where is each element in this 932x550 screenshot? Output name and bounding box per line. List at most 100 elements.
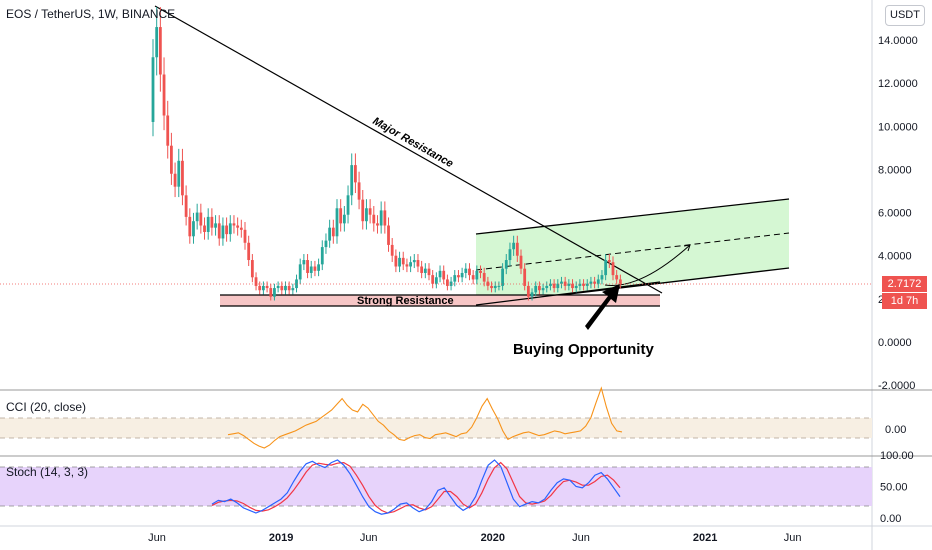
candle-body [221,225,225,239]
candle-body [339,208,343,224]
candle-body [298,264,302,280]
candle-body [515,242,519,256]
stoch-tick-label: 50.00 [880,482,908,494]
candle-body [324,240,328,248]
cci-legend[interactable]: CCI (20, close) [6,400,87,414]
candle-body [434,277,438,284]
support-trendline [475,281,661,306]
candle-body [320,247,324,265]
candle-body [405,264,409,267]
currency-button[interactable]: USDT [885,5,925,26]
candle-body [317,264,320,271]
candle-body [475,270,479,280]
candle-body [585,283,589,286]
candle-body [416,260,420,267]
candle-body [269,288,273,297]
candle-body [578,283,582,286]
candle-body [611,262,615,276]
candle-body [195,212,199,222]
last-price-badge: 2.7172 [882,276,927,292]
candle-body [155,27,159,58]
candle-body [423,268,427,273]
candle-body [497,285,501,287]
candle-body [596,279,600,284]
candle-body [265,285,269,289]
candle-body [357,182,361,200]
cci-line [227,386,623,449]
candle-body [534,285,538,293]
stoch-k-line [211,459,621,515]
price-tick-label: 14.0000 [878,35,918,47]
candle-body [354,165,357,183]
candle-body [420,266,424,273]
candle-body [328,227,332,241]
candles-layer [151,7,622,301]
candle-body [228,223,232,235]
candle-body [438,270,442,278]
time-axis[interactable]: Jun 2019 Jun 2020 Jun 2021 Jun [148,532,801,544]
candle-body [490,285,493,289]
candle-body [504,260,508,269]
candle-body [556,283,560,289]
candle-body [206,216,210,232]
candle-body [203,225,206,232]
candle-body [243,229,247,243]
candle-body [560,281,563,284]
candle-body [401,257,405,265]
time-tick-label: Jun [148,532,166,544]
candle-body [184,195,188,217]
candle-body [387,225,390,245]
candle-body [166,115,170,146]
candle-body [361,199,365,222]
candle-body [468,268,471,276]
candle-body [457,275,460,278]
candle-body [523,268,527,286]
candle-body [309,266,313,273]
candle-body [427,268,431,276]
price-tick-label: 8.0000 [878,164,912,176]
candle-body [486,281,490,286]
candle-body [295,279,298,289]
candle-body [302,260,306,265]
candle-body [552,283,556,289]
price-tick-label: 10.0000 [878,121,918,133]
price-axis[interactable]: 14.000012.000010.00008.00006.00004.00002… [878,35,918,392]
stoch-axis: 100.00 50.00 0.00 [880,450,914,525]
time-tick-label: Jun [784,532,802,544]
candle-body [538,285,541,291]
candle-body [593,281,596,284]
stoch-tick-label: 0.00 [880,513,901,525]
candle-body [214,223,217,228]
candle-body [615,275,619,280]
candle-body [412,260,416,263]
countdown-badge: 1d 7h [882,293,927,309]
candle-body [346,195,350,215]
candle-body [287,285,291,291]
candle-body [446,279,449,286]
candle-body [604,260,608,276]
candle-body [589,281,593,284]
candle-body [192,221,195,237]
candle-body [276,285,280,289]
projection-curve [604,244,691,286]
candle-body [482,272,486,282]
buying-opportunity-label: Buying Opportunity [513,341,654,358]
candle-body [530,292,534,297]
candle-body [342,214,346,224]
candle-body [199,212,203,226]
candle-body [563,281,567,286]
candle-body [394,255,398,267]
candle-body [398,257,401,267]
candle-body [258,285,262,291]
candle-body [493,285,497,289]
candle-body [273,288,276,297]
candle-body [306,260,309,273]
time-tick-label: 2021 [693,532,717,544]
symbol-title[interactable]: EOS / TetherUS, 1W, BINANCE [6,7,176,21]
stoch-legend[interactable]: Stoch (14, 3, 3) [6,465,89,479]
candle-body [247,242,251,261]
price-tick-label: 0.0000 [878,337,912,349]
stoch-d-line [211,461,621,514]
candle-body [250,260,254,278]
